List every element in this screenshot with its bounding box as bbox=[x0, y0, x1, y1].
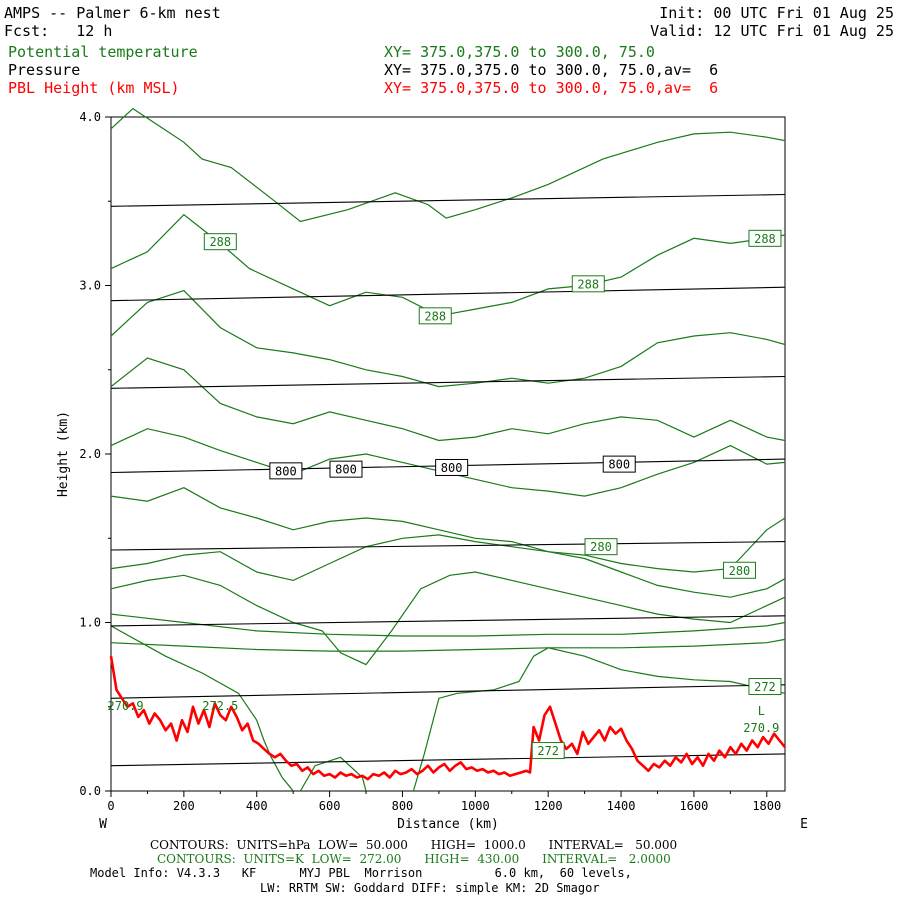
footer-model-info: Model Info: V4.3.3 KF MYJ PBL Morrison 6… bbox=[90, 866, 632, 880]
pressure-isobar-line bbox=[110, 615, 786, 627]
valid-time: Valid: 12 UTC Fri 01 Aug 25 bbox=[650, 22, 894, 40]
field-pbl-label: PBL Height (km MSL) bbox=[8, 79, 180, 97]
y-tick-label: 2.0 bbox=[79, 447, 101, 461]
theta-contour-label-box bbox=[748, 678, 782, 696]
forecast-hour: Fcst: 12 h bbox=[4, 22, 113, 40]
pbl-height-line bbox=[109, 655, 787, 781]
y-axis-label: Height (km) bbox=[56, 411, 71, 497]
pressure-contour-label-box bbox=[329, 460, 363, 478]
footer-theta-contours: CONTOURS: UNITS=K LOW= 272.00 HIGH= 430.… bbox=[157, 852, 671, 866]
pressure-contour-label: 800 bbox=[275, 464, 297, 478]
pressure-contour-label-box bbox=[269, 462, 303, 480]
x-tick-label: 1600 bbox=[679, 799, 708, 813]
theta-contour-label-box bbox=[531, 742, 565, 760]
pbl-height-series bbox=[109, 655, 787, 781]
field-pbl-xy: XY= 375.0,375.0 to 300.0, 75.0,av= 6 bbox=[384, 79, 719, 97]
theta-contour-line bbox=[110, 107, 786, 223]
theta-contours bbox=[110, 107, 786, 792]
theta-contour-line bbox=[110, 213, 786, 317]
pressure-contour-label: 800 bbox=[335, 463, 357, 477]
x-tick-label: 800 bbox=[392, 799, 414, 813]
theta-contour-label: 280 bbox=[590, 540, 612, 554]
theta-contour-line bbox=[110, 613, 786, 637]
x-tick-label: 200 bbox=[173, 799, 195, 813]
pressure-contour-label-box bbox=[435, 458, 469, 476]
theta-contour-line bbox=[110, 534, 786, 598]
field-pressure-label: Pressure bbox=[8, 61, 81, 79]
theta-contour-line bbox=[299, 756, 367, 792]
x-tick-label: 1800 bbox=[752, 799, 781, 813]
footer-pressure-contours: CONTOURS: UNITS=hPa LOW= 50.000 HIGH= 10… bbox=[150, 838, 678, 852]
pressure-isobar-line bbox=[110, 193, 786, 207]
x-tick-label: 600 bbox=[319, 799, 341, 813]
theta-contour-line bbox=[110, 357, 786, 442]
y-tick-label: 0.0 bbox=[79, 784, 101, 798]
x-tick-label: 1400 bbox=[607, 799, 636, 813]
theta-contour-label: 288 bbox=[754, 232, 776, 246]
theta-contour-line bbox=[110, 625, 294, 792]
theta-contour-label-box bbox=[722, 561, 756, 579]
y-tick-label: 4.0 bbox=[79, 110, 101, 124]
pressure-isobar-line bbox=[110, 684, 786, 699]
model-title: AMPS -- Palmer 6-km nest bbox=[4, 4, 221, 22]
extremum-label: L bbox=[758, 704, 765, 718]
pressure-contour-label: 800 bbox=[441, 461, 463, 475]
x-axis-label: Distance (km) bbox=[397, 817, 499, 832]
field-theta-xy: XY= 375.0,375.0 to 300.0, 75.0 bbox=[384, 43, 655, 61]
footer-physics: LW: RRTM SW: Goddard DIFF: simple KM: 2D… bbox=[260, 881, 600, 895]
west-end-label: W bbox=[99, 817, 107, 832]
extremum-label: 270.9 bbox=[108, 699, 144, 713]
theta-contour-label: 288 bbox=[209, 235, 231, 249]
pressure-isobar-line bbox=[110, 753, 786, 767]
extremum-label: 272.5 bbox=[202, 699, 238, 713]
east-end-label: E bbox=[800, 817, 808, 832]
theta-contour-line bbox=[110, 487, 786, 573]
theta-contour-line bbox=[412, 647, 786, 792]
extremum-label: 270.9 bbox=[743, 721, 779, 735]
init-time: Init: 00 UTC Fri 01 Aug 25 bbox=[659, 4, 894, 22]
y-tick-label: 3.0 bbox=[79, 279, 101, 293]
x-tick-label: 0 bbox=[107, 799, 114, 813]
contour-labels: 288 288 288 288 280 280 272 272 800 800 800 800 270.… bbox=[108, 229, 782, 760]
theta-contour-line bbox=[110, 289, 786, 388]
field-theta-label: Potential temperature bbox=[8, 43, 198, 61]
theta-contour-label: 288 bbox=[577, 277, 599, 291]
theta-contour-label-box bbox=[418, 307, 452, 325]
theta-contour-label: 280 bbox=[729, 564, 751, 578]
theta-contour-label-box bbox=[571, 275, 605, 293]
pressure-isobar-line bbox=[110, 541, 786, 551]
pressure-contour-label-box bbox=[602, 455, 636, 473]
theta-contour-label: 288 bbox=[424, 309, 446, 323]
x-tick-label: 1000 bbox=[461, 799, 490, 813]
field-pressure-xy: XY= 375.0,375.0 to 300.0, 75.0,av= 6 bbox=[384, 61, 719, 79]
theta-contour-line bbox=[110, 571, 786, 666]
theta-contour-line bbox=[110, 638, 786, 652]
pressure-isobars bbox=[110, 193, 786, 767]
theta-contour-label-box bbox=[203, 233, 237, 251]
pressure-isobar-line bbox=[110, 375, 786, 389]
y-tick-label: 1.0 bbox=[79, 616, 101, 630]
theta-contour-label: 272 bbox=[754, 680, 776, 694]
pressure-contour-label: 800 bbox=[608, 458, 630, 472]
pressure-isobar-line bbox=[110, 286, 786, 302]
theta-contour-label-box bbox=[584, 538, 618, 556]
x-tick-label: 400 bbox=[246, 799, 268, 813]
theta-contour-label: 272 bbox=[537, 744, 559, 758]
theta-contour-label-box bbox=[748, 229, 782, 247]
axes: 0 200 400 600 800 1000 1200 1400 1600 1800 0.0 1.0 2… bbox=[56, 110, 808, 832]
x-tick-label: 1200 bbox=[534, 799, 563, 813]
